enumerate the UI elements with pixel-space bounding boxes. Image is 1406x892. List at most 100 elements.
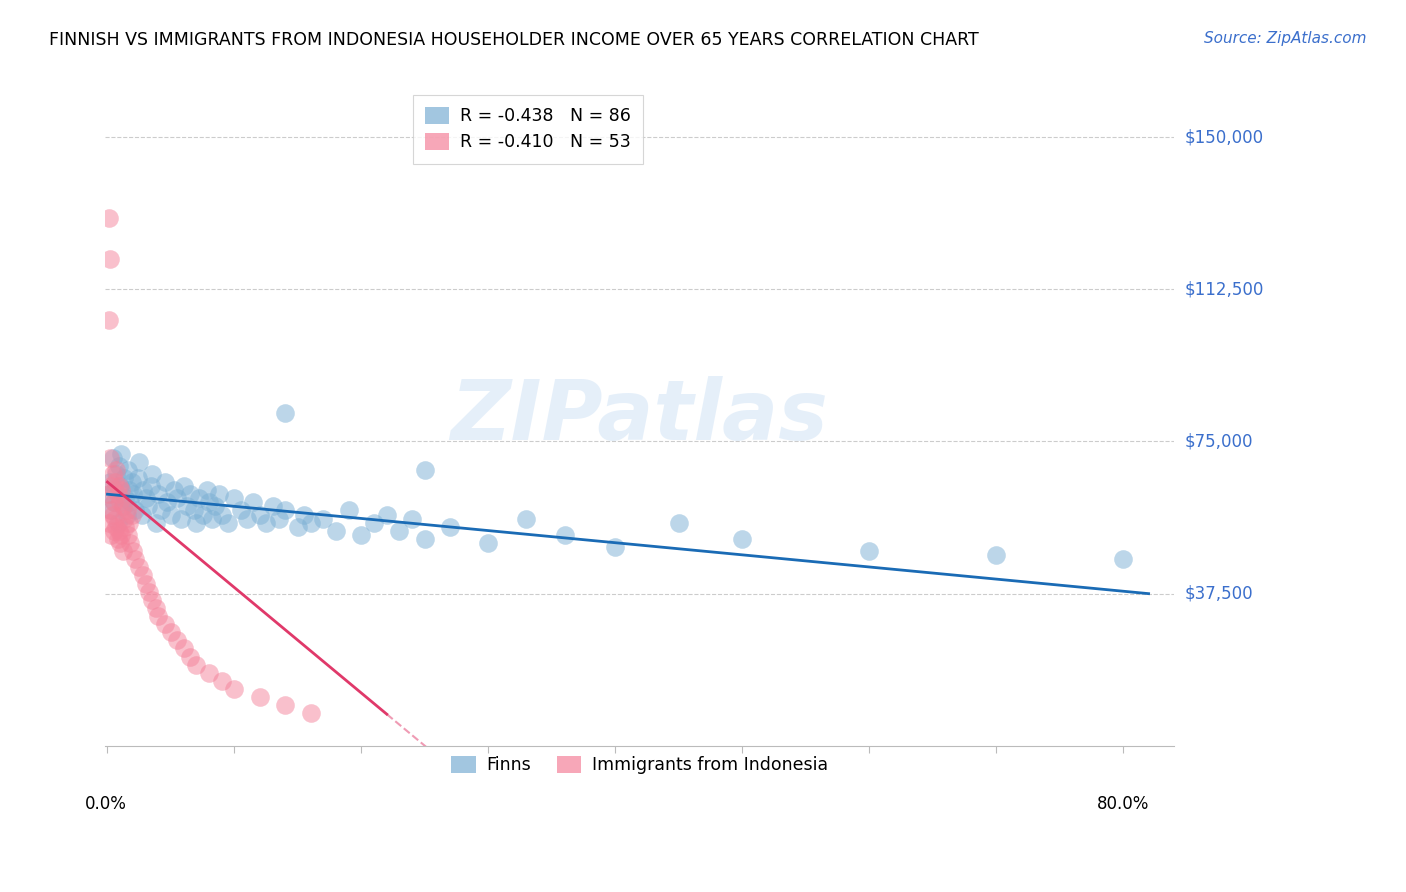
Point — [401, 511, 423, 525]
Point — [166, 491, 188, 506]
Point — [139, 479, 162, 493]
Point — [160, 625, 183, 640]
Point — [388, 524, 411, 538]
Point — [204, 500, 226, 514]
Point — [124, 552, 146, 566]
Point — [141, 467, 163, 481]
Point — [173, 479, 195, 493]
Point — [986, 548, 1008, 562]
Point — [224, 491, 246, 506]
Point — [111, 500, 134, 514]
Point — [136, 500, 159, 514]
Point — [299, 706, 322, 721]
Point — [224, 681, 246, 696]
Point — [148, 609, 170, 624]
Point — [124, 503, 146, 517]
Point — [98, 450, 121, 465]
Point — [118, 516, 141, 530]
Point — [363, 516, 385, 530]
Point — [141, 592, 163, 607]
Point — [731, 532, 754, 546]
Point — [128, 560, 150, 574]
Point — [108, 479, 131, 493]
Point — [287, 519, 309, 533]
Point — [413, 463, 436, 477]
Point — [176, 500, 198, 514]
Point — [170, 511, 193, 525]
Point — [97, 487, 120, 501]
Point — [267, 511, 290, 525]
Point — [97, 211, 120, 226]
Point — [173, 641, 195, 656]
Point — [337, 503, 360, 517]
Point — [132, 568, 155, 582]
Point — [229, 503, 252, 517]
Point — [110, 483, 132, 498]
Point — [107, 487, 129, 501]
Point — [98, 252, 121, 266]
Point — [97, 487, 120, 501]
Point — [108, 524, 131, 538]
Point — [413, 532, 436, 546]
Point — [375, 508, 398, 522]
Text: Source: ZipAtlas.com: Source: ZipAtlas.com — [1204, 31, 1367, 46]
Point — [477, 536, 499, 550]
Point — [110, 447, 132, 461]
Point — [200, 511, 222, 525]
Text: FINNISH VS IMMIGRANTS FROM INDONESIA HOUSEHOLDER INCOME OVER 65 YEARS CORRELATIO: FINNISH VS IMMIGRANTS FROM INDONESIA HOU… — [49, 31, 979, 49]
Point — [105, 467, 128, 481]
Point — [515, 511, 537, 525]
Point — [153, 475, 176, 489]
Point — [105, 519, 128, 533]
Point — [605, 540, 627, 554]
Point — [104, 511, 127, 525]
Point — [668, 516, 690, 530]
Point — [120, 536, 142, 550]
Point — [325, 524, 347, 538]
Point — [112, 511, 135, 525]
Point — [439, 519, 461, 533]
Text: 0.0%: 0.0% — [86, 795, 127, 813]
Text: $37,500: $37,500 — [1185, 584, 1254, 603]
Point — [211, 673, 233, 688]
Point — [111, 500, 134, 514]
Point — [183, 503, 205, 517]
Point — [135, 576, 157, 591]
Point — [100, 479, 122, 493]
Point — [115, 508, 138, 522]
Point — [117, 528, 139, 542]
Point — [103, 495, 125, 509]
Text: 80.0%: 80.0% — [1097, 795, 1149, 813]
Point — [115, 503, 138, 517]
Point — [162, 483, 184, 498]
Text: $150,000: $150,000 — [1185, 128, 1264, 146]
Point — [103, 524, 125, 538]
Point — [98, 503, 121, 517]
Point — [97, 312, 120, 326]
Point — [107, 532, 129, 546]
Point — [242, 495, 264, 509]
Point — [110, 528, 132, 542]
Point — [105, 463, 128, 477]
Point — [100, 528, 122, 542]
Point — [211, 508, 233, 522]
Point — [100, 503, 122, 517]
Point — [236, 511, 259, 525]
Point — [135, 491, 157, 506]
Text: ZIPatlas: ZIPatlas — [450, 376, 828, 457]
Point — [149, 503, 172, 517]
Point — [103, 495, 125, 509]
Point — [274, 503, 297, 517]
Point — [108, 458, 131, 473]
Point — [179, 487, 201, 501]
Point — [111, 544, 134, 558]
Point — [122, 544, 145, 558]
Point — [249, 690, 271, 705]
Point — [101, 508, 124, 522]
Point — [101, 467, 124, 481]
Point — [187, 491, 209, 506]
Point — [145, 516, 167, 530]
Point — [312, 511, 335, 525]
Legend: Finns, Immigrants from Indonesia: Finns, Immigrants from Indonesia — [439, 744, 839, 787]
Point — [191, 508, 214, 522]
